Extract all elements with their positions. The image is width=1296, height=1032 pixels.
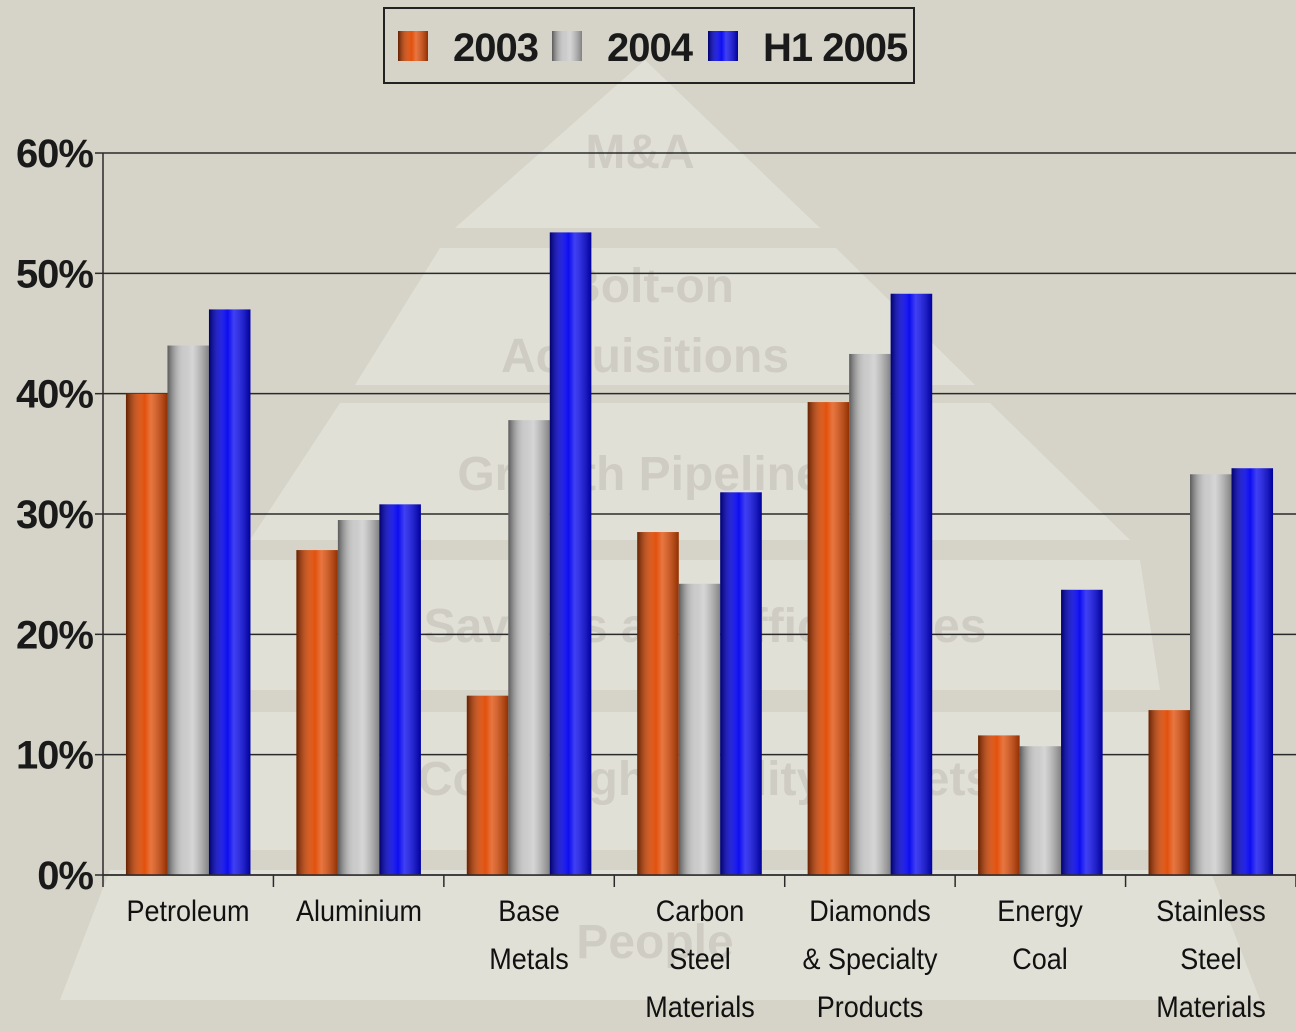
bar-shade bbox=[891, 294, 933, 875]
y-tick-label: 60% bbox=[16, 132, 93, 176]
bar-shade bbox=[1061, 590, 1103, 875]
bar-shade bbox=[1232, 468, 1274, 875]
bar-shade bbox=[379, 504, 421, 875]
bar-shade bbox=[167, 346, 209, 875]
y-tick-label: 40% bbox=[16, 373, 93, 417]
y-tick-label: 50% bbox=[16, 252, 93, 296]
x-tick-label: Base Metals bbox=[452, 888, 607, 984]
legend-swatch-shade bbox=[552, 31, 582, 61]
x-tick-label: Petroleum bbox=[111, 888, 266, 936]
bar-shade bbox=[508, 420, 549, 875]
x-tick-label: Energy Coal bbox=[963, 888, 1118, 984]
watermark-label: Acquisitions bbox=[501, 330, 789, 383]
y-tick-label: 0% bbox=[37, 854, 93, 898]
bar-shade bbox=[808, 402, 850, 875]
bar-shade bbox=[296, 550, 338, 875]
legend-label: H1 2005 bbox=[763, 26, 908, 70]
bar-shade bbox=[720, 492, 762, 875]
chart: M&ABolt-onAcquisitionsGrowth PipelineSav… bbox=[0, 0, 1296, 1024]
legend-items: 2003 2004 H1 2005 bbox=[398, 26, 908, 70]
bar-shade bbox=[1149, 710, 1191, 875]
legend-swatch-shade bbox=[398, 31, 428, 61]
bar-shade bbox=[679, 584, 721, 875]
bar-shade bbox=[1020, 746, 1062, 875]
bar-shade bbox=[467, 696, 509, 875]
y-tick-label: 10% bbox=[16, 734, 93, 778]
x-tick-label: Stainless Steel Materials bbox=[1133, 888, 1288, 1032]
x-tick-label: Diamonds & Specialty Products bbox=[793, 888, 948, 1032]
bar-shade bbox=[338, 520, 380, 875]
bar-shade bbox=[209, 309, 251, 875]
bar-shade bbox=[637, 532, 679, 875]
y-tick-label: 20% bbox=[16, 613, 93, 657]
page: M&ABolt-onAcquisitionsGrowth PipelineSav… bbox=[0, 0, 1296, 1024]
legend-swatch-shade bbox=[708, 31, 738, 61]
bar-shade bbox=[849, 354, 891, 875]
legend-label: 2004 bbox=[607, 26, 694, 70]
bar-shade bbox=[1190, 474, 1232, 875]
x-tick-label: Aluminium bbox=[281, 888, 436, 936]
x-tick-label: Carbon Steel Materials bbox=[622, 888, 777, 1032]
bar-shade bbox=[126, 394, 168, 875]
y-tick-label: 30% bbox=[16, 493, 93, 537]
bar-shade bbox=[978, 735, 1020, 875]
legend-label: 2003 bbox=[453, 26, 538, 70]
bar-shade bbox=[550, 232, 592, 875]
